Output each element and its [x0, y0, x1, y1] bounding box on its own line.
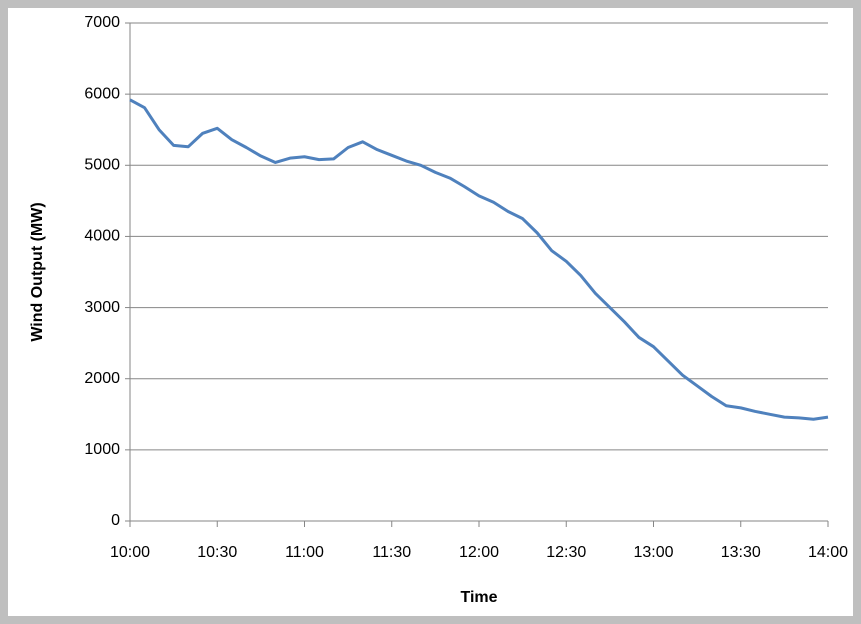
line-series	[129, 98, 829, 421]
x-tick-label: 13:00	[633, 544, 673, 561]
x-tick-label: 12:30	[546, 544, 586, 561]
y-tick-label: 7000	[84, 14, 120, 31]
x-tick-label: 11:30	[372, 544, 411, 561]
x-tick-label: 12:00	[459, 544, 499, 561]
y-tick-label: 2000	[84, 370, 120, 387]
y-tick-label: 1000	[84, 441, 120, 458]
x-tick-label: 14:00	[808, 544, 848, 561]
y-tick-label: 4000	[84, 228, 120, 245]
x-tick-label: 13:30	[721, 544, 761, 561]
y-axis-title: Wind Output (MW)	[29, 202, 46, 341]
y-tick-label: 5000	[84, 157, 120, 174]
x-tick-label: 10:00	[110, 544, 150, 561]
chart-area	[8, 8, 853, 616]
x-axis-title: Time	[460, 589, 497, 606]
y-tick-label: 6000	[84, 85, 120, 102]
x-tick-label: 11:00	[285, 544, 324, 561]
y-tick-label: 3000	[84, 299, 120, 316]
x-tick-label: 10:30	[197, 544, 237, 561]
y-tick-label: 0	[111, 512, 120, 529]
